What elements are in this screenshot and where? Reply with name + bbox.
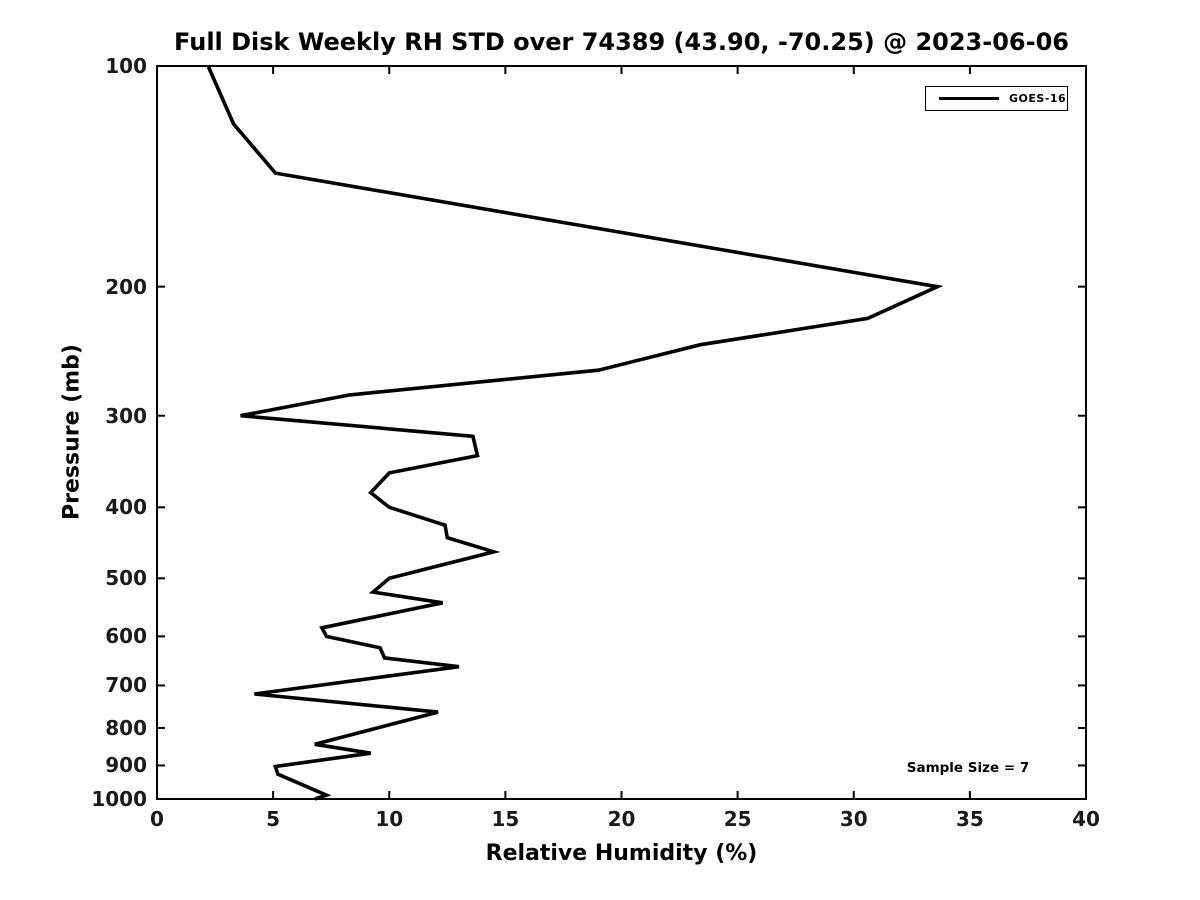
x-tick-label: 15 <box>491 807 520 831</box>
y-tick-label: 900 <box>105 753 147 778</box>
x-tick-label: 20 <box>607 807 636 831</box>
x-tick-label: 10 <box>375 807 404 831</box>
x-tick-label: 35 <box>955 807 984 831</box>
x-axis-label: Relative Humidity (%) <box>485 841 758 866</box>
y-tick-label: 800 <box>105 715 147 740</box>
legend: GOES-16 <box>925 86 1068 111</box>
y-tick-label: 500 <box>105 566 147 591</box>
chart-title: Full Disk Weekly RH STD over 74389 (43.9… <box>174 28 1069 56</box>
series-line-GOES-16 <box>206 65 944 801</box>
x-tick-label: 30 <box>839 807 868 831</box>
y-tick-label: 100 <box>105 54 147 78</box>
y-tick-label: 300 <box>105 403 147 428</box>
x-tick-label: 5 <box>266 807 281 831</box>
x-tick-label: 40 <box>1072 807 1100 831</box>
y-tick-label: 400 <box>105 495 147 520</box>
legend-label: GOES-16 <box>1009 92 1067 105</box>
x-tick-label: 0 <box>150 807 164 831</box>
sample-size-annotation: Sample Size = 7 <box>906 760 1030 776</box>
y-tick-label: 600 <box>105 624 147 649</box>
y-tick-label: 1000 <box>91 787 147 811</box>
y-tick-label: 700 <box>105 673 147 698</box>
x-tick-label: 25 <box>723 807 752 831</box>
y-tick-label: 200 <box>105 274 147 299</box>
legend-line-sample <box>939 97 999 100</box>
